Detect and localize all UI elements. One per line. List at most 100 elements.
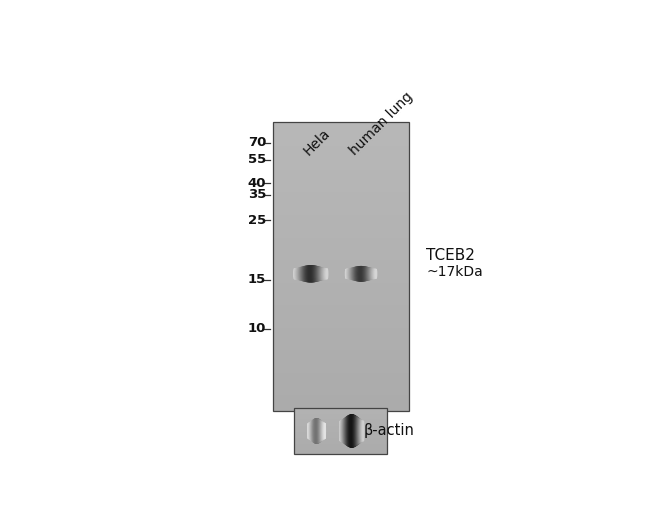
Ellipse shape [365,267,367,281]
Bar [273,272,409,274]
Bar [294,436,387,437]
Bar [273,250,409,251]
Bar [273,311,409,312]
Bar [273,252,409,253]
Ellipse shape [343,419,344,443]
Bar [273,307,409,308]
Bar [273,408,409,409]
Ellipse shape [318,419,319,443]
Ellipse shape [359,419,361,443]
Bar [273,323,409,324]
Bar [273,176,409,177]
Bar [273,284,409,285]
Ellipse shape [307,266,308,282]
Bar [273,401,409,402]
Bar [273,319,409,320]
Bar [273,324,409,325]
Bar [273,373,409,374]
Bar [273,170,409,171]
Ellipse shape [320,420,321,442]
Ellipse shape [294,269,295,279]
Ellipse shape [345,418,346,445]
Ellipse shape [312,420,313,442]
Ellipse shape [366,267,367,281]
Ellipse shape [359,266,361,281]
Bar [273,204,409,205]
Ellipse shape [321,421,322,441]
Bar [273,300,409,301]
Ellipse shape [359,419,360,444]
Ellipse shape [304,266,306,281]
Ellipse shape [321,421,322,441]
Ellipse shape [314,419,315,443]
Bar [273,341,409,342]
Ellipse shape [309,266,310,282]
Bar [273,267,409,268]
Ellipse shape [355,267,356,281]
Bar [273,378,409,379]
Bar [273,140,409,141]
Bar [273,227,409,228]
Bar [273,388,409,389]
Ellipse shape [365,267,366,281]
Ellipse shape [372,269,374,279]
Bar [273,313,409,314]
Bar [273,208,409,209]
Bar [273,384,409,385]
Bar [273,197,409,198]
Ellipse shape [299,267,301,280]
Bar [273,396,409,397]
Ellipse shape [345,417,346,445]
Bar [294,410,387,411]
Bar [273,375,409,376]
Ellipse shape [298,268,299,280]
Bar [273,399,409,400]
Bar [294,412,387,413]
Ellipse shape [326,269,327,279]
Bar [294,449,387,450]
Bar [273,219,409,220]
Bar [294,421,387,422]
Bar [273,153,409,154]
Ellipse shape [303,267,304,281]
Ellipse shape [353,414,354,447]
Bar [273,206,409,207]
Bar [273,179,409,180]
Bar [273,344,409,345]
Bar [294,409,387,410]
Bar [273,259,409,260]
Bar [273,372,409,373]
Bar [294,408,387,409]
Bar [273,326,409,327]
Ellipse shape [307,266,309,282]
Bar [273,196,409,197]
Bar [273,270,409,271]
Ellipse shape [318,419,319,443]
Ellipse shape [341,420,343,442]
Ellipse shape [347,269,348,279]
Bar [273,205,409,206]
Bar [273,128,409,129]
Bar [273,374,409,375]
Ellipse shape [304,266,305,281]
Ellipse shape [324,423,326,439]
Bar [273,145,409,146]
Bar [273,138,409,139]
Bar [273,275,409,276]
Bar [294,441,387,442]
Ellipse shape [356,417,358,446]
Ellipse shape [340,421,341,441]
Ellipse shape [348,415,350,447]
Bar [273,271,409,272]
Bar [294,414,387,415]
Bar [273,316,409,317]
Ellipse shape [299,268,300,280]
Ellipse shape [354,415,355,447]
Ellipse shape [370,268,372,279]
Text: 35: 35 [248,188,266,201]
Bar [273,171,409,172]
Bar [273,352,409,353]
Ellipse shape [367,267,368,280]
Ellipse shape [350,268,351,279]
Ellipse shape [364,267,365,281]
